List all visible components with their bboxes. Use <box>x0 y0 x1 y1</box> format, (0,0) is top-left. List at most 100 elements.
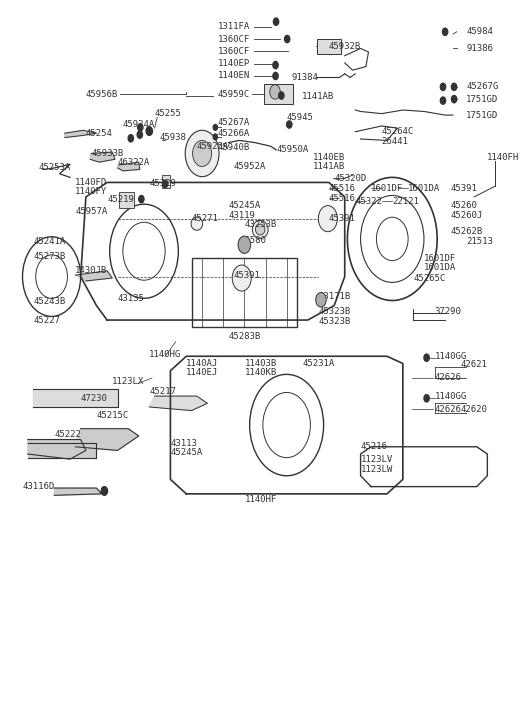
Text: 45950A: 45950A <box>276 145 309 153</box>
Text: 45956B: 45956B <box>85 89 117 99</box>
Text: 45391: 45391 <box>234 270 261 280</box>
Circle shape <box>451 83 457 90</box>
Text: 45516: 45516 <box>329 184 356 193</box>
Circle shape <box>146 126 152 135</box>
Text: 22121: 22121 <box>392 197 419 206</box>
Text: 42626: 42626 <box>434 405 461 414</box>
Text: 1601DA: 1601DA <box>424 263 456 273</box>
Text: 1140EJ: 1140EJ <box>186 369 219 377</box>
Text: 1430JB: 1430JB <box>75 266 108 276</box>
Circle shape <box>273 73 278 79</box>
Text: 45984: 45984 <box>466 28 493 36</box>
Polygon shape <box>117 162 140 171</box>
Text: 45253A: 45253A <box>38 164 71 172</box>
Text: 1751GD: 1751GD <box>466 111 499 120</box>
Text: 45940B: 45940B <box>218 143 250 152</box>
Text: 21513: 21513 <box>466 237 493 246</box>
Text: 1360CF: 1360CF <box>217 47 250 56</box>
Ellipse shape <box>255 224 265 235</box>
Text: 1360CF: 1360CF <box>217 35 250 44</box>
Text: 45231A: 45231A <box>303 359 335 368</box>
Text: 1140FD: 1140FD <box>75 178 108 187</box>
Circle shape <box>213 124 217 130</box>
Text: 45933B: 45933B <box>91 149 123 158</box>
Polygon shape <box>28 440 86 459</box>
Text: 11403B: 11403B <box>244 359 277 368</box>
Circle shape <box>318 206 337 232</box>
Text: 45323B: 45323B <box>318 307 350 316</box>
Text: 45516: 45516 <box>329 194 356 203</box>
Text: 45215C: 45215C <box>97 411 129 420</box>
Text: 45391: 45391 <box>329 214 356 223</box>
Circle shape <box>128 134 133 142</box>
Text: 43116D: 43116D <box>22 482 55 491</box>
Text: 1751GD: 1751GD <box>466 95 499 104</box>
Text: 1140GG: 1140GG <box>434 352 467 361</box>
Text: 45222: 45222 <box>54 430 81 439</box>
Text: 45245A: 45245A <box>170 448 203 457</box>
Text: 1601DA: 1601DA <box>408 184 440 193</box>
Text: 43135: 43135 <box>117 294 144 303</box>
Text: 1601DF: 1601DF <box>424 254 456 263</box>
Circle shape <box>273 18 279 25</box>
Bar <box>162 175 170 188</box>
Text: 45283B: 45283B <box>228 332 261 341</box>
Text: 1140HF: 1140HF <box>244 495 277 504</box>
Text: 45267G: 45267G <box>466 82 499 92</box>
Polygon shape <box>75 270 113 281</box>
Text: 1140GG: 1140GG <box>434 392 467 401</box>
Circle shape <box>442 28 448 36</box>
Text: 45260: 45260 <box>450 201 477 210</box>
Text: 45322: 45322 <box>355 197 382 206</box>
Text: 1141AB: 1141AB <box>313 162 345 171</box>
Text: 1123LX: 1123LX <box>113 377 144 386</box>
Bar <box>264 84 294 104</box>
Circle shape <box>440 97 446 104</box>
Text: 45264C: 45264C <box>382 127 414 136</box>
Ellipse shape <box>252 220 268 238</box>
Circle shape <box>139 196 144 203</box>
Circle shape <box>424 354 429 361</box>
Circle shape <box>279 92 284 99</box>
Text: 45267A: 45267A <box>218 118 250 126</box>
Text: 46580: 46580 <box>239 236 266 245</box>
Text: 1141AB: 1141AB <box>302 92 334 102</box>
Text: 1140EP: 1140EP <box>217 59 250 68</box>
Text: 45216: 45216 <box>361 442 388 451</box>
Text: 45262B: 45262B <box>450 228 483 236</box>
Text: 45241A: 45241A <box>33 237 65 246</box>
Text: 45959C: 45959C <box>217 89 250 99</box>
Text: 43171B: 43171B <box>318 292 350 302</box>
Circle shape <box>270 84 280 99</box>
Text: 91384: 91384 <box>292 73 318 82</box>
Text: 45217: 45217 <box>149 387 176 395</box>
Text: 45932B: 45932B <box>329 41 361 51</box>
Text: 1601DF: 1601DF <box>371 184 404 193</box>
Text: 45938: 45938 <box>160 133 187 142</box>
Text: 37290: 37290 <box>434 307 461 316</box>
Circle shape <box>316 292 326 307</box>
Circle shape <box>101 486 108 495</box>
Bar <box>192 259 297 327</box>
Text: 42620: 42620 <box>461 405 488 414</box>
Polygon shape <box>54 488 102 495</box>
Text: 42621: 42621 <box>461 361 488 369</box>
Text: 45260J: 45260J <box>450 211 483 220</box>
Circle shape <box>138 124 143 131</box>
Circle shape <box>451 95 457 103</box>
Circle shape <box>285 36 290 43</box>
Text: 45323B: 45323B <box>318 317 350 326</box>
Text: 45945: 45945 <box>287 113 313 121</box>
Text: 45925A: 45925A <box>197 142 229 150</box>
Text: 1123LW: 1123LW <box>361 465 393 475</box>
Circle shape <box>162 180 168 188</box>
Text: 1311FA: 1311FA <box>217 23 250 31</box>
Text: 47230: 47230 <box>81 394 107 403</box>
Polygon shape <box>33 389 117 407</box>
Bar <box>317 39 341 54</box>
Text: 1140EN: 1140EN <box>217 71 250 81</box>
Text: 1140AJ: 1140AJ <box>186 359 219 368</box>
Bar <box>119 192 134 208</box>
Polygon shape <box>75 429 139 451</box>
Ellipse shape <box>191 217 203 230</box>
